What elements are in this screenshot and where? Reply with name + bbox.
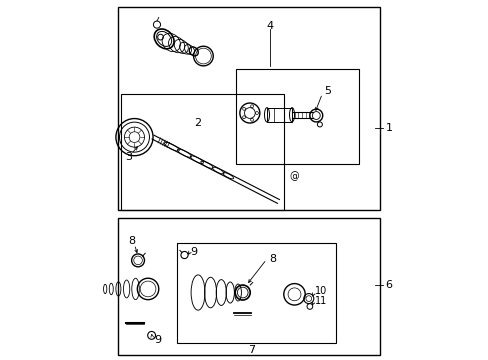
Bar (266, 108, 291, 122)
Bar (118, 7, 380, 210)
Text: 8: 8 (128, 236, 135, 246)
Text: 1: 1 (385, 123, 392, 133)
Bar (118, 217, 380, 355)
Text: 2: 2 (194, 118, 201, 128)
Text: @: @ (289, 171, 299, 181)
Text: 9: 9 (189, 247, 197, 257)
Bar (121, 94, 283, 210)
Bar (235, 69, 358, 164)
Text: 11: 11 (315, 296, 327, 306)
Text: 6: 6 (385, 280, 392, 291)
Text: 9: 9 (154, 335, 161, 345)
Text: 8: 8 (268, 253, 275, 264)
Text: 5: 5 (324, 86, 330, 96)
Text: 10: 10 (315, 286, 327, 296)
Text: 4: 4 (265, 21, 272, 31)
Text: 7: 7 (247, 345, 255, 355)
Bar (176, 243, 335, 342)
Text: 3: 3 (124, 152, 132, 162)
